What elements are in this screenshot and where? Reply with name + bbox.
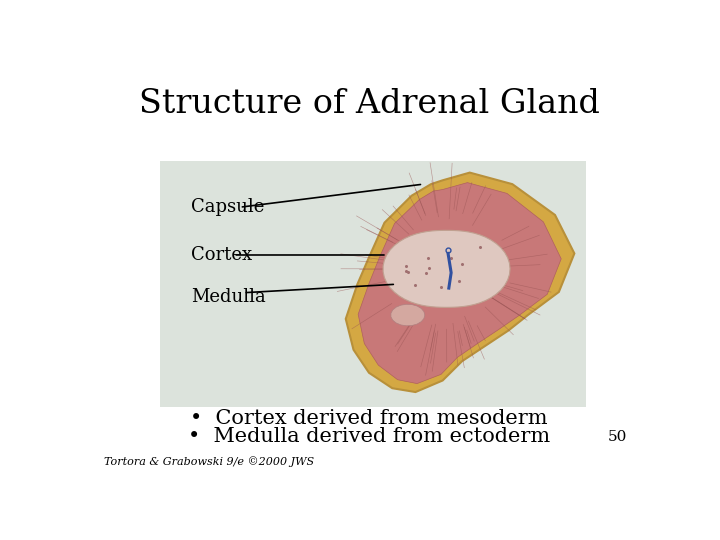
Polygon shape xyxy=(346,173,575,392)
Polygon shape xyxy=(383,231,510,307)
Text: Tortora & Grabowski 9/e ©2000 JWS: Tortora & Grabowski 9/e ©2000 JWS xyxy=(104,456,314,467)
Text: Medulla: Medulla xyxy=(191,288,266,306)
Text: •  Cortex derived from mesoderm: • Cortex derived from mesoderm xyxy=(190,409,548,429)
Polygon shape xyxy=(391,305,425,326)
Text: Structure of Adrenal Gland: Structure of Adrenal Gland xyxy=(138,88,600,120)
Text: 50: 50 xyxy=(607,430,626,444)
Polygon shape xyxy=(358,183,561,383)
Bar xyxy=(160,161,586,408)
Text: •  Medulla derived from ectoderm: • Medulla derived from ectoderm xyxy=(188,427,550,446)
Text: Capsule: Capsule xyxy=(191,198,264,216)
Text: Cortex: Cortex xyxy=(191,246,252,264)
